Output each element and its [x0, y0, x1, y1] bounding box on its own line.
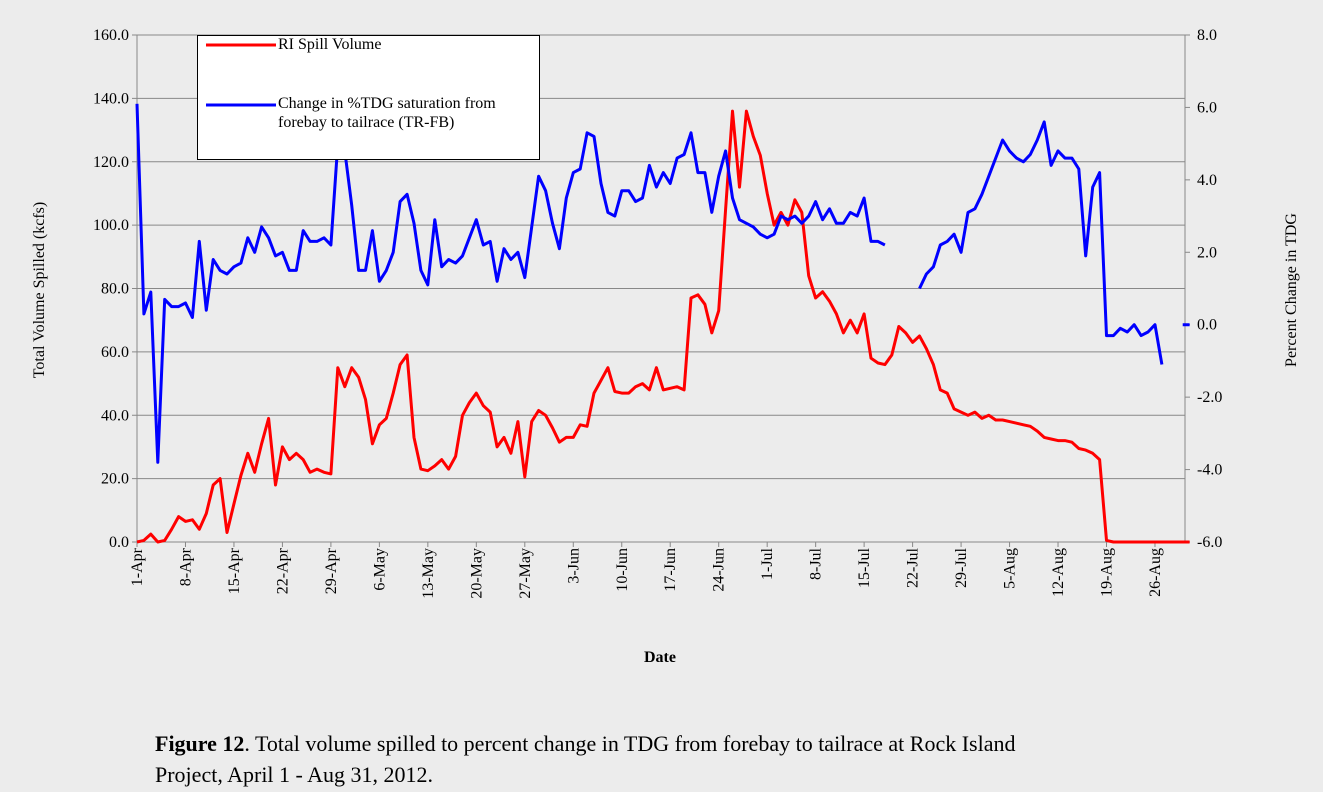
- caption-label: Figure 12: [155, 731, 245, 756]
- y-tick-label: 60.0: [101, 344, 129, 361]
- y-tick-label: 120.0: [93, 154, 129, 171]
- legend-swatch: [206, 103, 276, 107]
- x-tick-label: 24-Jun: [711, 548, 728, 592]
- legend-label: RI Spill Volume: [278, 36, 382, 53]
- series-line: [136, 109, 1190, 544]
- y2-axis-title: Percent Change in TDG: [1283, 213, 1300, 367]
- series-line: [135, 103, 1190, 464]
- x-tick-label: 17-Jun: [662, 548, 679, 592]
- x-tick-label: 15-Apr: [226, 547, 243, 594]
- legend-swatch: [206, 43, 276, 47]
- x-tick-label: 22-Apr: [274, 547, 291, 594]
- x-tick-label: 10-Jun: [614, 548, 631, 592]
- y-tick-label: 100.0: [93, 217, 129, 234]
- y2-tick-label: 6.0: [1197, 99, 1217, 116]
- legend-entry: Change in %TDG saturation from forebay t…: [198, 94, 528, 132]
- x-tick-label: 19-Aug: [1099, 548, 1116, 597]
- caption: Figure 12. Total volume spilled to perce…: [155, 728, 1035, 790]
- x-tick-label: 22-Jul: [905, 547, 922, 588]
- y2-tick-label: -2.0: [1197, 389, 1222, 406]
- x-tick-label: 1-Apr: [129, 547, 146, 586]
- y2-tick-label: 0.0: [1197, 317, 1217, 334]
- legend-label: Change in %TDG saturation from forebay t…: [278, 95, 496, 131]
- y2-tick-label: 8.0: [1197, 27, 1217, 44]
- x-tick-label: 29-Jul: [953, 547, 970, 588]
- x-tick-label: 3-Jun: [565, 548, 582, 584]
- x-tick-label: 8-Jul: [808, 547, 825, 580]
- x-tick-label: 1-Jul: [759, 547, 776, 580]
- x-tick-label: 5-Aug: [1002, 548, 1019, 589]
- x-axis-title: Date: [644, 649, 676, 666]
- y-tick-label: 40.0: [101, 407, 129, 424]
- y-tick-label: 140.0: [93, 90, 129, 107]
- y-tick-label: 20.0: [101, 471, 129, 488]
- x-tick-label: 13-May: [420, 548, 437, 599]
- x-tick-label: 29-Apr: [323, 547, 340, 594]
- x-tick-label: 8-Apr: [177, 547, 194, 586]
- x-tick-label: 27-May: [517, 548, 534, 599]
- x-tick-label: 6-May: [371, 548, 388, 591]
- chart: Date Total Volume Spilled (kcfs) Percent…: [31, 27, 1300, 666]
- x-tick-label: 20-May: [468, 548, 485, 599]
- caption-text: . Total volume spilled to percent change…: [155, 731, 1016, 787]
- y-tick-label: 0.0: [109, 534, 129, 551]
- y-tick-label: 160.0: [93, 27, 129, 44]
- x-tick-label: 15-Jul: [856, 547, 873, 588]
- legend-entry: RI Spill Volume: [198, 36, 381, 56]
- legend: RI Spill Volume Change in %TDG saturatio…: [197, 35, 540, 160]
- y-tick-label: 80.0: [101, 281, 129, 298]
- y-axis-title: Total Volume Spilled (kcfs): [31, 202, 48, 379]
- y2-tick-label: 4.0: [1197, 172, 1217, 189]
- y2-tick-label: -6.0: [1197, 534, 1222, 551]
- y2-tick-label: 2.0: [1197, 244, 1217, 261]
- x-tick-label: 12-Aug: [1050, 548, 1067, 597]
- x-tick-label: 26-Aug: [1147, 548, 1164, 597]
- y2-tick-label: -4.0: [1197, 462, 1222, 479]
